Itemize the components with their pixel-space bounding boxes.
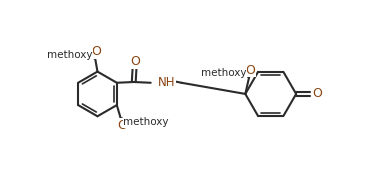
Text: O: O [91,45,101,58]
Text: O: O [245,64,255,77]
Text: methoxy: methoxy [201,68,247,78]
Text: methoxy: methoxy [124,117,169,127]
Text: O: O [130,55,140,68]
Text: O: O [117,119,127,132]
Text: O: O [312,87,322,100]
Text: NH: NH [158,76,175,89]
Text: methoxy: methoxy [47,50,93,60]
